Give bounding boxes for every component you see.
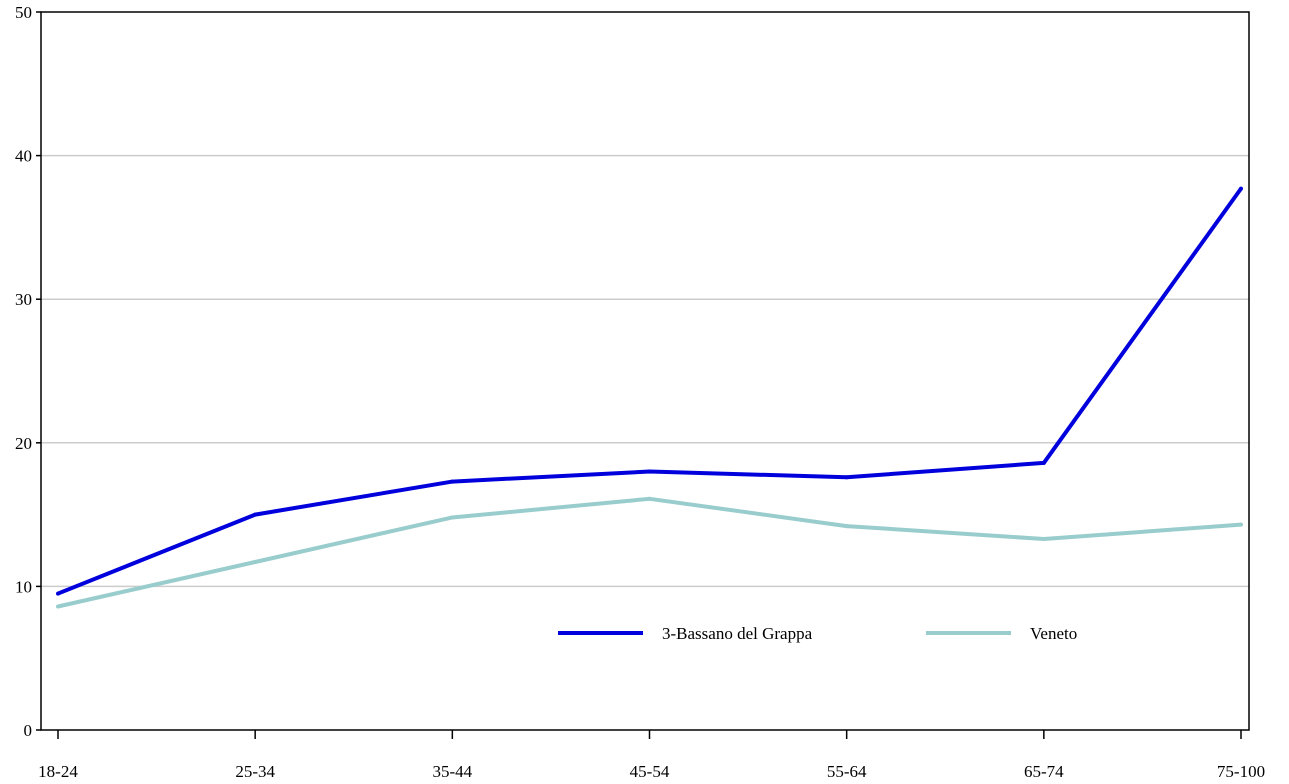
gridlines [41, 154, 1249, 588]
data-point-veneto-45-54 [647, 496, 652, 501]
data-point-bassano-55-64 [844, 475, 849, 480]
x-tick-label: 45-54 [630, 762, 670, 781]
series-bassano [56, 186, 1243, 596]
series-line-bassano [57, 187, 1243, 596]
series-lines [56, 186, 1243, 609]
legend: 3-Bassano del Grappa Veneto [558, 624, 1077, 643]
series-veneto [56, 496, 1243, 609]
data-point-veneto-25-34 [253, 559, 258, 564]
x-tick-label: 65-74 [1024, 762, 1064, 781]
data-point-veneto-35-44 [450, 515, 455, 520]
data-point-bassano-25-34 [253, 512, 258, 517]
x-tick-label: 75-100 [1217, 762, 1265, 781]
legend-label-veneto: Veneto [1030, 624, 1077, 643]
data-point-bassano-35-44 [450, 479, 455, 484]
data-point-bassano-45-54 [647, 469, 652, 474]
data-point-veneto-65-74 [1041, 537, 1046, 542]
data-point-veneto-75-100 [1239, 522, 1243, 527]
data-point-veneto-55-64 [844, 524, 849, 529]
y-tick-label: 0 [24, 721, 33, 740]
plot-frame [40, 11, 1250, 731]
x-tick-label: 55-64 [827, 762, 867, 781]
y-tick-label: 20 [15, 434, 32, 453]
data-point-bassano-75-100 [1239, 186, 1243, 191]
y-tick-label: 10 [15, 577, 32, 596]
y-tick-label: 30 [15, 290, 32, 309]
data-point-bassano-65-74 [1041, 460, 1046, 465]
y-tick-label: 50 [15, 3, 32, 22]
data-point-veneto-18-24 [56, 604, 60, 609]
legend-label-bassano: 3-Bassano del Grappa [662, 624, 813, 643]
x-tick-label: 18-24 [38, 762, 78, 781]
y-tick-label: 40 [15, 147, 32, 166]
x-axis: 18-24 25-34 35-44 45-54 55-64 65-74 75-100 [38, 730, 1265, 781]
y-axis: 0 10 20 30 40 50 [15, 3, 41, 740]
series-line-veneto [57, 496, 1242, 609]
x-tick-label: 25-34 [235, 762, 275, 781]
x-tick-label: 35-44 [432, 762, 472, 781]
data-point-bassano-18-24 [56, 591, 60, 596]
